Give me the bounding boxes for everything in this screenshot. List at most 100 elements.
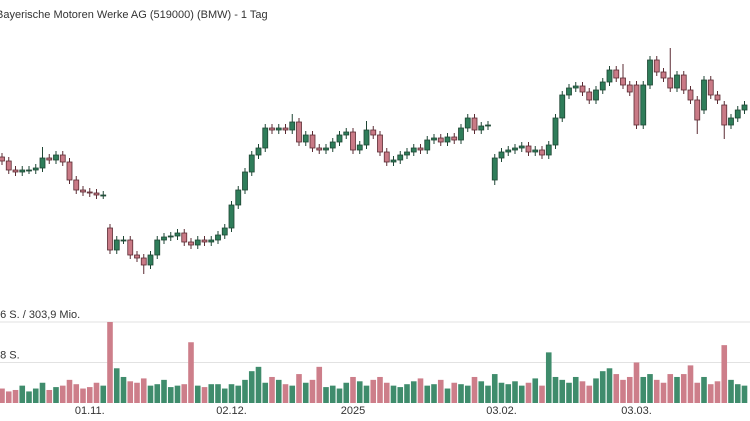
volume-bar (356, 381, 363, 403)
candle-body (586, 91, 593, 101)
volume-bar (410, 381, 417, 403)
volume-bar (140, 378, 147, 403)
candle-body (147, 254, 154, 266)
candle-body (606, 69, 613, 83)
volume-bar (728, 379, 734, 403)
candle-body (734, 109, 741, 119)
candle-body (498, 151, 505, 159)
volume-tick-label: 56 S. / 303,9 Mio. (0, 309, 80, 321)
candle-body (329, 141, 336, 149)
candle-body (363, 129, 370, 146)
candle-body (660, 71, 667, 79)
candle-body (201, 239, 208, 243)
candle-body (464, 117, 471, 129)
candle-body (525, 145, 532, 153)
candle-body (26, 169, 32, 172)
volume-bar (640, 376, 647, 403)
volume-bar (458, 384, 464, 403)
volume-bar (296, 374, 302, 403)
volume-bar (626, 376, 633, 403)
volume-bar (316, 366, 323, 403)
candle-body (485, 124, 491, 127)
candle-body (19, 169, 26, 173)
volume-bar (228, 384, 235, 403)
candle-body (80, 189, 86, 193)
volume-bar (485, 385, 491, 403)
volume-bar (674, 376, 680, 403)
candle-body (707, 79, 714, 96)
volume-bar (566, 382, 572, 403)
volume-bar (545, 352, 552, 403)
volume-bar (383, 382, 390, 403)
candle-body (444, 136, 451, 143)
volume-bar (0, 388, 5, 403)
candle-body (687, 89, 694, 101)
volume-bar (539, 385, 545, 403)
volume-bar (12, 389, 19, 403)
candle-body (86, 191, 93, 194)
volume-bar (606, 368, 613, 403)
candle-body (721, 104, 728, 126)
volume-bar (512, 381, 518, 403)
candle-body (140, 257, 147, 266)
volume-bar (613, 374, 620, 403)
candle-body (93, 192, 100, 196)
volume-bar (201, 387, 208, 403)
candle-body (620, 77, 626, 86)
volume-bar (120, 376, 127, 403)
volume-bar (329, 385, 336, 403)
volume-bar (255, 366, 262, 403)
volume-bar (552, 376, 559, 403)
volume-bar (59, 385, 66, 403)
volume-bar (647, 374, 653, 403)
volume-bar (161, 379, 167, 403)
x-tick-label: 2025 (341, 405, 365, 417)
volume-bar (336, 388, 343, 403)
x-tick-label: 02.12. (216, 405, 247, 417)
volume-bar (93, 382, 100, 403)
candle-body (512, 147, 518, 151)
volume-bar (370, 379, 377, 403)
volume-bar (343, 382, 350, 403)
candle-body (154, 239, 161, 256)
candle-body (559, 94, 566, 119)
candle-body (181, 232, 188, 243)
candle-body (518, 145, 525, 149)
volume-bar (694, 382, 701, 403)
candle-body (680, 74, 687, 91)
candle-body (316, 147, 323, 151)
volume-bar (572, 376, 579, 403)
volume-bar (518, 385, 525, 403)
volume-bar (66, 379, 73, 403)
candle-body (228, 204, 235, 229)
volume-bar (86, 387, 93, 403)
volume-bar (471, 376, 478, 403)
candle-body (674, 74, 680, 89)
volume-bar (444, 388, 451, 403)
volume-bar (559, 379, 566, 403)
candle-body (275, 127, 282, 131)
candle-body (12, 169, 19, 173)
volume-bar (80, 388, 86, 403)
candle-body (397, 154, 404, 161)
candle-body (701, 79, 707, 111)
volume-bar (221, 388, 228, 403)
candle-body (53, 154, 59, 161)
candle-body (208, 239, 215, 243)
volume-bar (181, 384, 188, 403)
volume-bar (431, 384, 437, 403)
volume-bar (451, 382, 458, 403)
candle-body (653, 59, 660, 73)
candle-body (572, 85, 579, 89)
candle-body (350, 131, 356, 151)
volume-bar (275, 379, 282, 403)
volume-bar (194, 385, 201, 403)
volume-bar (174, 385, 181, 403)
candle-body (383, 151, 390, 163)
candle-body (545, 144, 552, 156)
volume-bar (599, 371, 606, 403)
candle-body (161, 236, 167, 241)
volume-bar (417, 378, 424, 403)
volume-bar (208, 384, 215, 403)
candle-body (113, 239, 120, 251)
